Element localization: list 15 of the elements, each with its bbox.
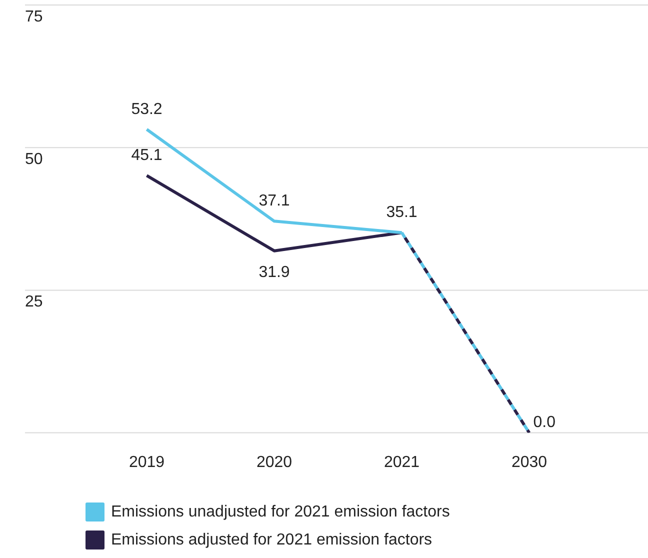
x-tick-label: 2020: [256, 454, 292, 471]
x-tick-label: 2019: [128, 454, 165, 471]
data-label: 37.1: [258, 192, 290, 210]
data-label: 31.9: [258, 264, 290, 282]
legend-label: Emissions adjusted for 2021 emission factors: [111, 531, 432, 548]
x-tick-label: 2021: [384, 454, 420, 471]
y-tick-label: 25: [25, 294, 43, 311]
data-label: 35.1: [386, 204, 418, 221]
data-label: 0.0: [533, 414, 556, 432]
y-tick-label: 50: [25, 151, 43, 168]
data-label: 45.1: [131, 146, 162, 164]
data-label: 53.2: [131, 100, 162, 118]
x-tick-label: 2030: [511, 454, 548, 471]
legend-label: Emissions unadjusted for 2021 emission factors: [111, 503, 450, 520]
y-tick-label: 75: [25, 8, 43, 26]
